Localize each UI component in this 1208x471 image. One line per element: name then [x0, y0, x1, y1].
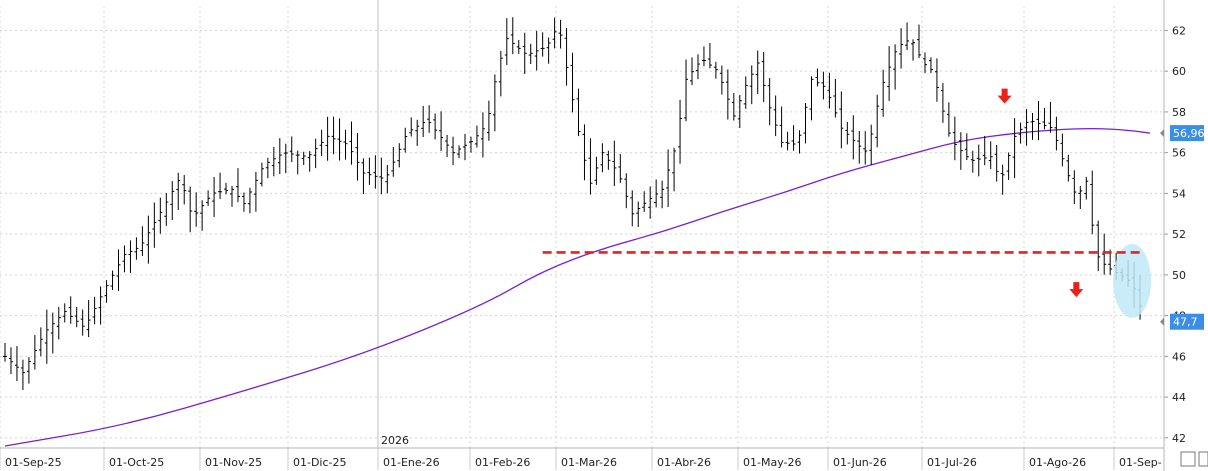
y-tick-label: 62	[1172, 24, 1186, 37]
x-tick-label: 01-Mar-26	[561, 456, 617, 469]
y-tick-label: 46	[1172, 350, 1186, 363]
scroll-button-icon	[1198, 451, 1208, 467]
ma-value-label-pointer	[1160, 129, 1164, 138]
moving-average-layer	[4, 127, 1151, 447]
last-price-label: 47,7	[1173, 316, 1198, 329]
y-tick-label: 44	[1172, 391, 1186, 404]
y-tick-label: 58	[1172, 106, 1186, 119]
price-bars	[3, 17, 1143, 391]
year-marker-label: 2026	[381, 434, 409, 447]
y-tick-label: 50	[1172, 269, 1186, 282]
y-tick-label: 42	[1172, 432, 1186, 445]
x-tick-label: 01-May-26	[743, 456, 801, 469]
x-tick-label: 01-Ago-26	[1029, 456, 1086, 469]
down-arrow-icon	[1069, 282, 1084, 298]
down-arrow-icon	[997, 88, 1012, 104]
x-tick-label: 01-Jun-26	[833, 456, 887, 469]
x-tick-label: 01-Sep-	[1119, 456, 1162, 469]
y-tick-label: 60	[1172, 65, 1186, 78]
x-tick-label: 01-Oct-25	[109, 456, 164, 469]
ma-value-label-box	[1170, 125, 1204, 142]
highlight-ellipse	[1113, 243, 1152, 318]
y-tick-label: 56	[1172, 147, 1186, 160]
y-tick-label: 52	[1172, 228, 1186, 241]
x-tick-label: 01-Sep-25	[5, 456, 62, 469]
x-tick-label: 01-Nov-25	[205, 456, 262, 469]
x-tick-label: 01-Feb-26	[475, 456, 530, 469]
grid	[0, 0, 1164, 448]
annotations	[542, 88, 1152, 318]
x-tick-label: 01-Dic-25	[293, 456, 347, 469]
x-tick-label: 01-Abr-26	[657, 456, 711, 469]
last-price-label-box	[1170, 313, 1204, 330]
last-price-label-pointer	[1160, 317, 1164, 326]
scroll-button-icon	[1180, 451, 1196, 467]
ma-value-label: 56,96	[1173, 127, 1205, 140]
x-tick-label: 01-Jul-26	[927, 456, 977, 469]
x-tick-label: 01-Ene-26	[383, 456, 440, 469]
y-tick-label: 54	[1172, 187, 1186, 200]
moving-average-line	[4, 127, 1151, 447]
